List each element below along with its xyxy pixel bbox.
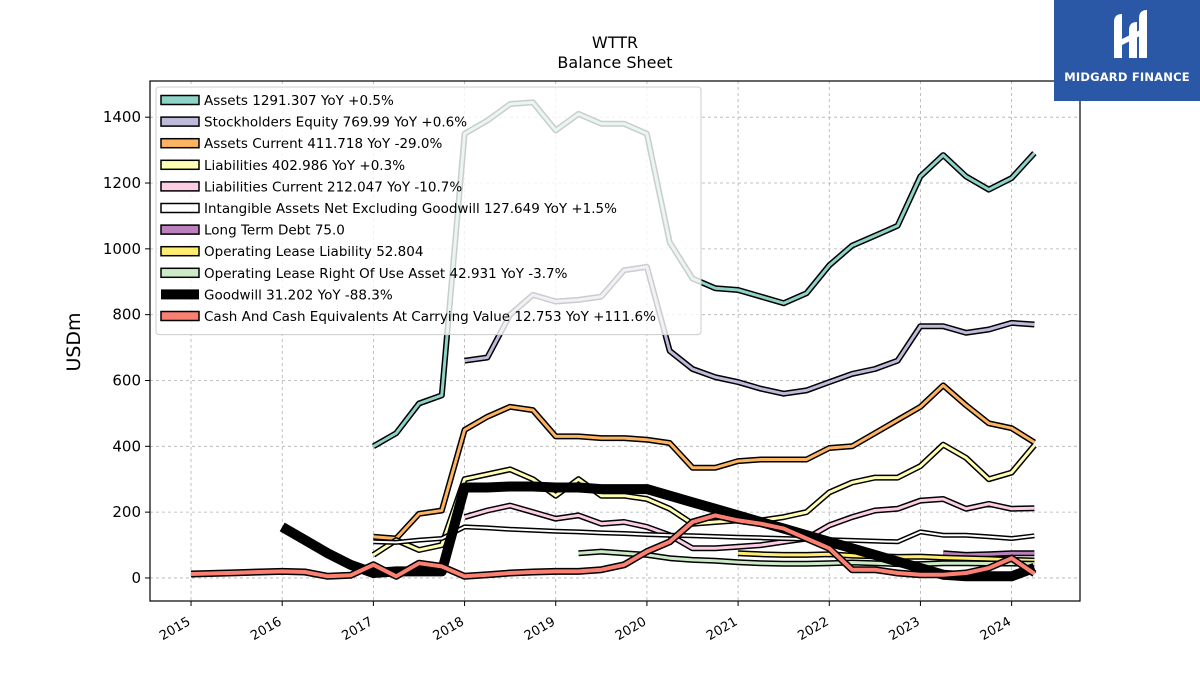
legend-swatch: [160, 245, 200, 257]
series-line: [190, 513, 1036, 579]
legend-label: Liabilities 402.986 YoY +0.3%: [204, 158, 405, 174]
series-intangible-assets-net-excluding-goodwill: [373, 524, 1035, 545]
legend-item: Assets 1291.307 YoY +0.5%: [160, 93, 394, 109]
chart-subtitle: Balance Sheet: [557, 53, 672, 72]
legend-label: Intangible Assets Net Excluding Goodwill…: [204, 201, 617, 217]
logo-mark-icon: [1114, 10, 1147, 58]
legend-swatch: [161, 289, 199, 300]
legend-item: Assets Current 411.718 YoY -29.0%: [160, 136, 443, 152]
legend-item: Cash And Cash Equivalents At Carrying Va…: [160, 309, 656, 325]
legend-swatch: [160, 137, 200, 149]
legend-label: Assets Current 411.718 YoY -29.0%: [204, 136, 443, 152]
series-assets-current: [373, 382, 1036, 542]
legend-label: Goodwill 31.202 YoY -88.3%: [204, 287, 393, 303]
legend-swatch: [160, 267, 200, 279]
legend-item: Stockholders Equity 769.99 YoY +0.6%: [160, 115, 467, 131]
legend-label: Operating Lease Liability 52.804: [204, 244, 423, 260]
legend-label: Liabilities Current 212.047 YoY -10.7%: [204, 179, 462, 195]
series-operating-lease-right-of-use-asset: [578, 548, 1035, 568]
series-line: [373, 525, 1035, 544]
y-tick-label: 800: [112, 306, 141, 324]
brand-name: MIDGARD FINANCE: [1064, 70, 1190, 84]
y-tick-label: 400: [112, 437, 141, 455]
legend-item: Liabilities Current 212.047 YoY -10.7%: [160, 179, 462, 195]
series-line: [372, 443, 1036, 557]
legend-swatch: [160, 310, 200, 322]
series-layer: [190, 99, 1037, 582]
legend-item: Liabilities 402.986 YoY +0.3%: [160, 158, 405, 174]
series-cash-and-cash-equivalents-at-carrying-value: [190, 511, 1037, 580]
series-long-term-debt: [942, 550, 1035, 558]
legend-item: Long Term Debt 75.0: [160, 223, 345, 239]
legend-item: Operating Lease Liability 52.804: [160, 244, 423, 260]
legend: Assets 1291.307 YoY +0.5% Stockholders Eq…: [155, 86, 702, 336]
y-tick-label: 0: [131, 569, 141, 587]
y-tick-label: 1400: [103, 108, 141, 126]
midgard-finance-logo: MIDGARD FINANCE: [1054, 0, 1200, 101]
legend-item: Operating Lease Right Of Use Asset 42.93…: [160, 266, 568, 282]
legend-label: Operating Lease Right Of Use Asset 42.93…: [204, 266, 568, 282]
y-tick-label: 1200: [103, 174, 141, 192]
series-liabilities: [371, 441, 1037, 558]
legend-item: Intangible Assets Net Excluding Goodwill…: [160, 201, 617, 217]
y-tick-label: 600: [112, 371, 141, 389]
series-line: [943, 551, 1035, 557]
series-line: [578, 550, 1035, 566]
legend-swatch: [160, 116, 200, 127]
legend-swatch: [160, 202, 200, 214]
series-line: [373, 383, 1036, 540]
y-axis: 0 200 400 600 800 1000 1200 1400: [103, 108, 150, 587]
series-liabilities-current: [463, 496, 1035, 552]
y-tick-label: 200: [112, 503, 141, 521]
legend-label: Stockholders Equity 769.99 YoY +0.6%: [204, 115, 467, 131]
legend-item: Goodwill 31.202 YoY -88.3%: [161, 287, 393, 303]
legend-swatch: [160, 181, 200, 192]
legend-swatch: [160, 224, 200, 235]
series-line: [464, 497, 1035, 550]
plot-frame: [149, 80, 1081, 602]
legend-label: Long Term Debt 75.0: [204, 223, 345, 239]
y-axis-label: USDm: [63, 312, 85, 371]
legend-box: [155, 86, 702, 336]
legend-swatch: [160, 94, 200, 106]
legend-swatch: [160, 159, 200, 171]
legend-label: Assets 1291.307 YoY +0.5%: [204, 93, 394, 109]
legend-label: Cash And Cash Equivalents At Carrying Va…: [204, 309, 656, 325]
y-tick-label: 1000: [103, 240, 141, 258]
chart-title: WTTR: [592, 33, 638, 52]
